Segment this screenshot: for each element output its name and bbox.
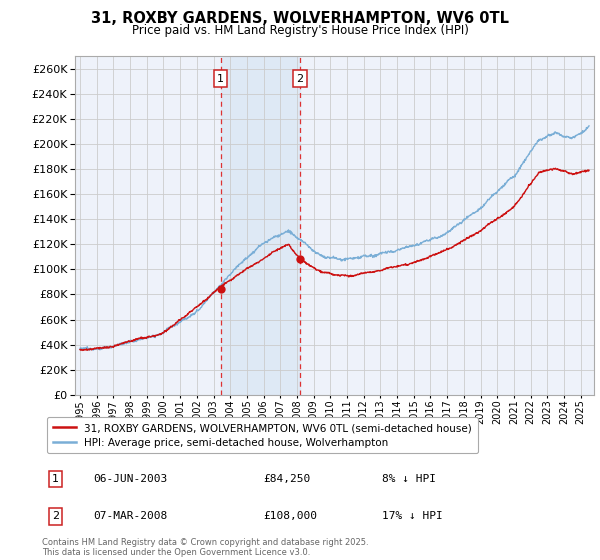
Text: 17% ↓ HPI: 17% ↓ HPI [382, 511, 443, 521]
Legend: 31, ROXBY GARDENS, WOLVERHAMPTON, WV6 0TL (semi-detached house), HPI: Average pr: 31, ROXBY GARDENS, WOLVERHAMPTON, WV6 0T… [47, 417, 478, 454]
Text: 07-MAR-2008: 07-MAR-2008 [94, 511, 167, 521]
Text: 1: 1 [217, 73, 224, 83]
Text: 06-JUN-2003: 06-JUN-2003 [94, 474, 167, 484]
Text: 31, ROXBY GARDENS, WOLVERHAMPTON, WV6 0TL: 31, ROXBY GARDENS, WOLVERHAMPTON, WV6 0T… [91, 11, 509, 26]
Text: £108,000: £108,000 [263, 511, 317, 521]
Text: 8% ↓ HPI: 8% ↓ HPI [382, 474, 436, 484]
Text: 1: 1 [52, 474, 59, 484]
Text: Price paid vs. HM Land Registry's House Price Index (HPI): Price paid vs. HM Land Registry's House … [131, 24, 469, 36]
Text: 2: 2 [296, 73, 304, 83]
Text: 2: 2 [52, 511, 59, 521]
Text: £84,250: £84,250 [263, 474, 311, 484]
Bar [221, 56, 300, 395]
Text: Contains HM Land Registry data © Crown copyright and database right 2025.
This d: Contains HM Land Registry data © Crown c… [42, 538, 368, 557]
